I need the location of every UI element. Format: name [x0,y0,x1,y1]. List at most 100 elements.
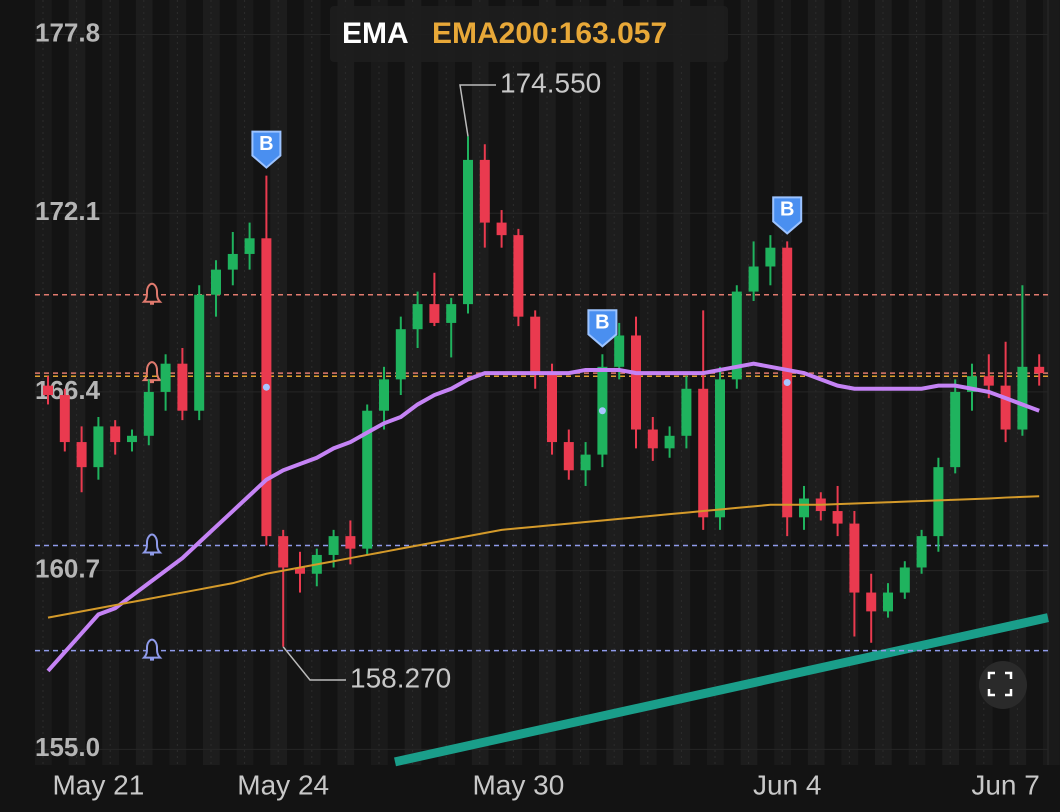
extreme-label: 174.550 [500,67,601,98]
marker-dot [262,383,270,391]
candle-body [110,426,121,443]
x-tick-label: May 30 [472,769,564,800]
candle-body [563,442,574,471]
candle-body [93,426,104,468]
candle-body [866,592,877,612]
candle-body [715,379,725,518]
candle-body [1000,385,1011,430]
candle-body [950,391,961,468]
candle-body [681,388,692,436]
candle-body [194,294,205,411]
x-tick-label: Jun 4 [753,769,822,800]
candle-body [160,363,171,392]
band [606,0,623,765]
candle-body [765,247,776,267]
candle-body [631,335,641,430]
candle-body [916,536,927,568]
candle-body [967,376,977,392]
candle-body [328,536,339,555]
candle-body [1017,366,1028,430]
x-tick-label: May 24 [237,769,329,800]
buy-marker-label: B [259,133,273,155]
band [673,0,691,765]
candle-body [547,373,557,443]
band [236,0,254,765]
candle-body [479,159,490,223]
buy-marker [251,130,282,169]
candle-body [244,238,255,254]
candle-body [832,511,843,524]
ema-line [47,495,1040,619]
band [875,0,892,765]
candle-body [362,410,373,549]
candle-body [211,269,221,295]
candle-body [429,304,440,323]
extreme-leader [459,84,496,137]
x-tick-label: May 21 [52,769,144,800]
buy-marker [772,196,803,235]
candle-body [278,536,289,568]
candle-body [983,376,994,386]
buy-marker [587,309,618,348]
candle-body [580,454,591,471]
alert-bell [141,282,163,305]
band [203,0,220,765]
indicator-name: EMA [342,17,409,50]
candle-body [799,498,809,518]
candle-body [345,536,356,549]
band [68,0,86,765]
candle-body [614,335,625,367]
candle-body [379,379,389,411]
ema-legend: EMA200:163.057 [432,17,667,50]
alert-bell [141,638,163,661]
candle-body [412,304,423,330]
y-tick-label: 172.1 [35,196,100,226]
band [505,0,523,765]
candle-body [748,266,759,292]
candle-body [513,235,524,317]
marker-dot [783,379,791,386]
candle-body [731,291,742,380]
alert-bell [141,533,163,556]
alert-bell [141,361,163,384]
band [102,0,119,765]
marker-dot [598,407,606,415]
buy-marker-label: B [595,312,609,334]
candle-body [496,222,507,236]
candle-body [395,329,406,380]
extreme-label: 158.270 [350,662,451,693]
band [572,0,590,765]
band [639,0,657,765]
band [942,0,959,765]
buy-marker-label: B [780,199,794,221]
candle-body [227,253,238,270]
band [404,0,422,765]
candle-body [933,467,944,537]
candle-body [698,388,709,518]
band [135,0,153,765]
candle-body [43,385,53,396]
band [1043,0,1060,765]
candle-body [76,442,87,468]
candle-body [59,395,70,443]
candle-body [647,429,658,449]
candle-body [295,567,305,574]
candle-body [1034,366,1045,374]
candle-body [849,523,860,593]
y-tick-label: 155.0 [35,732,100,762]
candle-body [463,159,473,305]
candle-body [127,435,137,443]
ema-line [46,361,1040,673]
band [337,0,355,765]
candle-body [899,567,910,593]
x-tick-label: Jun 7 [971,769,1040,800]
y-tick-label: 160.7 [35,553,100,583]
expand-button[interactable] [979,661,1027,709]
candle-body [177,363,188,411]
extreme-leader [282,646,346,681]
candle-body [664,435,675,449]
y-tick-label: 177.8 [35,17,100,47]
